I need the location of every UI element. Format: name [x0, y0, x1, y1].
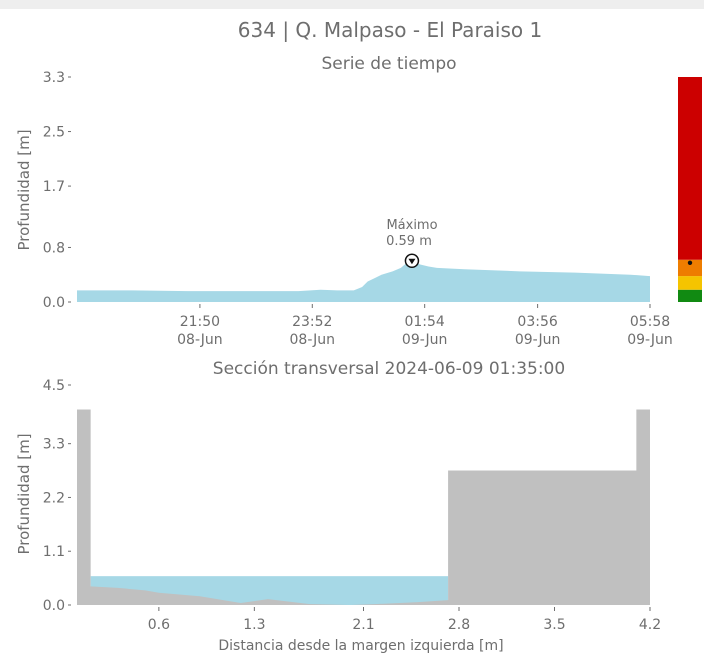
alert-level-segment	[678, 77, 702, 260]
x-tick-date: 08-Jun	[290, 332, 336, 348]
y-tick-label: 2.2	[43, 490, 65, 506]
x-tick-label: 2.1	[352, 617, 374, 633]
section-title: Sección transversal 2024-06-09 01:35:00	[213, 359, 565, 379]
section-ylabel: Profundidad [m]	[15, 433, 33, 554]
x-tick-label: 4.2	[639, 617, 661, 633]
alert-level-segment	[678, 276, 702, 290]
max-annotation-label: Máximo	[386, 218, 437, 233]
timeseries-plot	[77, 261, 650, 302]
x-tick-date: 09-Jun	[515, 332, 561, 348]
y-tick-label: 2.5	[43, 125, 65, 141]
alert-level-segment	[678, 259, 702, 277]
figure-title: 634 | Q. Malpaso - El Paraiso 1	[238, 18, 542, 42]
y-tick-label: 3.3	[43, 70, 65, 86]
depth-series-area	[77, 261, 650, 302]
timeseries-y-axis: 0.0 0.8 1.7 2.5 3.3	[43, 70, 71, 311]
alert-level-segment	[678, 289, 702, 302]
y-tick-label: 0.8	[43, 240, 65, 256]
max-annotation-value: 0.59 m	[386, 234, 432, 249]
y-tick-label: 1.7	[43, 179, 65, 195]
x-tick-time: 01:54	[404, 314, 444, 330]
ground-profile	[77, 409, 650, 605]
y-tick-label: 3.3	[43, 437, 65, 453]
x-tick-date: 09-Jun	[402, 332, 448, 348]
x-tick-time: 21:50	[180, 314, 220, 330]
alert-level-bar	[678, 77, 702, 302]
y-tick-label: 0.0	[43, 598, 65, 614]
timeseries-ylabel: Profundidad [m]	[15, 129, 33, 250]
y-tick-label: 1.1	[43, 544, 65, 560]
x-tick-date: 08-Jun	[177, 332, 223, 348]
max-annotation: Máximo 0.59 m	[386, 218, 438, 269]
x-tick-label: 3.5	[543, 617, 565, 633]
x-tick-label: 2.8	[448, 617, 470, 633]
x-tick-time: 23:52	[292, 314, 332, 330]
timeseries-x-axis: 21:50 08-Jun 23:52 08-Jun 01:54 09-Jun 03:56 09…	[177, 304, 673, 348]
section-x-axis: 0.6 1.3 2.1 2.8 3.5 4.2	[148, 607, 661, 633]
x-tick-label: 1.3	[243, 617, 265, 633]
section-xlabel: Distancia desde la margen izquierda [m]	[218, 638, 503, 654]
x-tick-time: 05:58	[630, 314, 670, 330]
section-plot	[77, 409, 650, 605]
max-marker-triangle	[408, 258, 416, 265]
timeseries-title: Serie de tiempo	[321, 54, 456, 74]
top-strip	[0, 0, 704, 9]
y-tick-label: 0.0	[43, 295, 65, 311]
current-level-dot	[687, 260, 693, 265]
x-tick-date: 09-Jun	[627, 332, 673, 348]
x-tick-label: 0.6	[148, 617, 170, 633]
x-tick-time: 03:56	[517, 314, 557, 330]
section-y-axis: 0.0 1.1 2.2 3.3 4.5	[43, 378, 71, 614]
y-tick-label: 4.5	[43, 378, 65, 394]
